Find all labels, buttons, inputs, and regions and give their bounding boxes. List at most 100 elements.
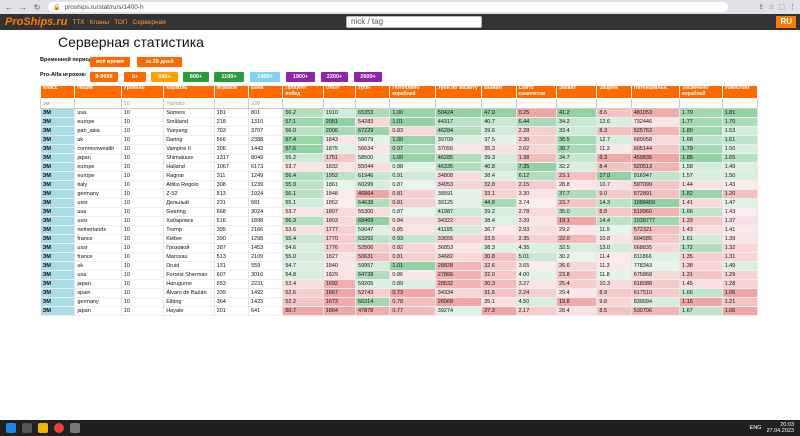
column-header[interactable]: Защита <box>596 85 632 99</box>
clock[interactable]: 20:03 27.04.2023 <box>766 422 794 434</box>
table-row[interactable]: ЭМ france 10 Kléber 390 1298 55.4 1770 63292 0.93… <box>40 234 759 244</box>
table-row[interactable]: ЭМ europe 10 Ragnar 311 1249 56.4 1952 61946 0.91… <box>40 171 759 181</box>
column-header[interactable]: Выжил <box>481 85 517 99</box>
table-row[interactable]: ЭМ germany 10 Elbing 364 1423 52.2 1673 66314 0.7… <box>40 297 759 307</box>
pro-filter-8[interactable]: 2600+ <box>354 72 382 82</box>
column-header[interactable]: Уровень <box>120 85 165 99</box>
table-row[interactable]: ЭМ ussr 10 Грозовой 387 1453 54.6 1776 52506 0.82… <box>40 243 759 253</box>
table-row[interactable]: ЭМ spain 10 Álvaro de Bazán 339 1492 52.6 1667 5… <box>40 288 759 298</box>
column-filter-input[interactable]: Yamato <box>163 98 215 109</box>
column-header[interactable]: Сбито самолетов <box>515 85 557 99</box>
table-cell: 12.7 <box>596 135 632 145</box>
table-row[interactable]: ЭМ ussr 10 Дельный 231 681 55.1 1852 64638 0.81 39… <box>40 198 759 208</box>
column-header[interactable]: Урон <box>355 85 391 99</box>
column-header[interactable]: Опыт <box>322 85 357 99</box>
column-filter-input[interactable] <box>213 98 250 109</box>
column-header[interactable]: Урон по засвету <box>434 85 483 99</box>
explorer-icon[interactable] <box>38 423 48 433</box>
nav-link-ttx[interactable]: ТТХ <box>72 18 85 26</box>
column-filter-input[interactable] <box>679 98 723 109</box>
table-row[interactable]: ЭМ pan_asia 10 Yueyang 703 3707 56.0 2006 67229 0… <box>40 126 759 136</box>
table-row[interactable]: ЭМ germany 10 Z-52 513 1924 56.1 1848 46864 0.81 3… <box>40 189 759 199</box>
pro-filter-3[interactable]: 800+ <box>183 72 209 82</box>
nav-link-server[interactable]: Серверная <box>132 18 166 26</box>
column-header[interactable]: Убил/Убит <box>721 85 759 99</box>
table-row[interactable]: ЭМ europe 10 Småland 218 1310 57.1 2051 54283 1.0… <box>40 117 759 127</box>
table-row[interactable]: ЭМ italy 10 Attilio Regolo 308 1239 55.9 1861 60… <box>40 180 759 190</box>
table-cell: 607 <box>214 270 250 280</box>
site-logo[interactable]: ProShips.ru <box>5 16 68 28</box>
column-filter-input[interactable]: 10 <box>120 98 165 109</box>
table-cell: 1777 <box>323 225 357 235</box>
table-cell: 9.0 <box>596 189 632 199</box>
column-header[interactable]: Класс <box>39 85 76 99</box>
column-header[interactable]: Потенциальн. <box>630 85 681 99</box>
table-row[interactable]: ЭМ commonwealth 10 Vampire II 306 1443 57.6 187… <box>40 144 759 154</box>
period-all-button[interactable]: всё время <box>90 57 130 67</box>
forward-icon[interactable]: → <box>19 2 27 12</box>
table-row[interactable]: ЭМ japan 10 Shimakaze 1317 8049 55.2 1751 58500 1… <box>40 153 759 163</box>
table-cell: europe <box>74 117 122 127</box>
table-row[interactable]: ЭМ ussr 10 Хабаровск 516 1898 56.3 1803 68469 0.8… <box>40 216 759 226</box>
column-header[interactable]: Захват <box>555 85 598 99</box>
search-input[interactable]: nick / tag <box>346 16 482 28</box>
column-filter-input[interactable] <box>389 98 436 109</box>
column-header[interactable]: Боев <box>247 85 284 99</box>
menu-icon[interactable]: ⋮ <box>789 4 796 11</box>
nav-link-clans[interactable]: Кланы <box>89 18 110 26</box>
column-filter-input[interactable] <box>434 98 483 109</box>
share-icon[interactable]: ⇪ <box>758 4 765 11</box>
language-indicator[interactable]: ENG <box>749 425 762 431</box>
period-28-button[interactable]: за 28 дней <box>137 57 182 67</box>
column-filter-input[interactable] <box>515 98 557 109</box>
column-header[interactable]: Процент побед <box>282 85 324 99</box>
app-icon[interactable] <box>70 423 80 433</box>
column-filter-input[interactable] <box>74 98 122 109</box>
column-filter-input[interactable]: эм <box>39 98 76 109</box>
column-header[interactable]: Нация <box>74 85 122 99</box>
nav-link-top[interactable]: ТОП <box>114 18 128 26</box>
column-filter-input[interactable] <box>555 98 598 109</box>
column-header[interactable]: Игроков <box>213 85 250 99</box>
table-cell: 1.47 <box>722 198 759 208</box>
chrome-icon[interactable] <box>54 423 64 433</box>
table-row[interactable]: ЭМ europe 10 Halland 1067 6173 53.7 1832 55044 0.… <box>40 162 759 172</box>
table-cell: 2.15 <box>516 180 557 190</box>
pro-filter-4[interactable]: 1100+ <box>214 72 244 82</box>
table-row[interactable]: ЭМ japan 10 Harugumo 653 2231 53.4 1692 59205 0.8… <box>40 279 759 289</box>
pro-filter-2[interactable]: 500+ <box>151 72 178 82</box>
address-bar[interactable]: 🔒 proships.ru/stat/ru/s/1400-h <box>48 2 728 12</box>
pro-filter-0[interactable]: 0-9999 <box>90 72 118 82</box>
pro-filter-6[interactable]: 1900+ <box>286 72 315 82</box>
column-filter-input[interactable] <box>630 98 681 109</box>
pro-filter-1[interactable]: 0+ <box>124 72 146 82</box>
start-icon[interactable] <box>6 423 16 433</box>
back-icon[interactable]: ← <box>5 2 13 12</box>
column-filter-input[interactable] <box>322 98 357 109</box>
reload-icon[interactable]: ↻ <box>33 2 41 12</box>
table-row[interactable]: ЭМ uk 10 Daring 566 2388 57.4 1843 58079 1.00 3970… <box>40 135 759 145</box>
column-filter-input[interactable]: ≥20 <box>247 98 284 109</box>
pro-filter-5[interactable]: 1400+ <box>250 72 280 82</box>
bookmark-icon[interactable]: ☆ <box>768 4 775 11</box>
table-row[interactable]: ЭМ uk 10 Druid 131 559 54.7 1840 59957 1.01 28828 3… <box>40 261 759 271</box>
table-row[interactable]: ЭМ usa 10 Somers 181 801 56.2 1910 65353 1.00 5042… <box>40 108 759 118</box>
table-row[interactable]: ЭМ usa 10 Gearing 668 3024 53.7 1807 55300 0.87 41… <box>40 207 759 217</box>
column-filter-input[interactable] <box>721 98 759 109</box>
column-filter-input[interactable] <box>355 98 391 109</box>
table-row[interactable]: ЭМ france 10 Marceau 513 2109 55.0 1827 50631 0.8… <box>40 252 759 262</box>
column-header[interactable]: Потоплено кораблей <box>389 85 436 99</box>
column-header[interactable]: Корабль <box>163 85 215 99</box>
search-taskbar-icon[interactable] <box>22 423 32 433</box>
language-button[interactable]: RU <box>776 16 796 28</box>
column-header[interactable]: Засвечено кораблей <box>679 85 723 99</box>
column-filter-input[interactable] <box>596 98 632 109</box>
extensions-icon[interactable]: ⬚ <box>778 4 785 11</box>
column-filter-input[interactable] <box>282 98 324 109</box>
table-row[interactable]: ЭМ usa 10 Forrest Sherman 607 3016 54.8 1829 647… <box>40 270 759 280</box>
table-row[interactable]: ЭМ netherlands 10 Tromp 395 2166 53.6 1777 59047… <box>40 225 759 235</box>
table-cell: 732446 <box>631 117 681 127</box>
column-filter-input[interactable] <box>481 98 517 109</box>
pro-filter-7[interactable]: 2200+ <box>321 72 348 82</box>
table-row[interactable]: ЭМ japan 10 Hayate 201 641 50.7 1664 47878 0.77 39… <box>40 306 759 316</box>
